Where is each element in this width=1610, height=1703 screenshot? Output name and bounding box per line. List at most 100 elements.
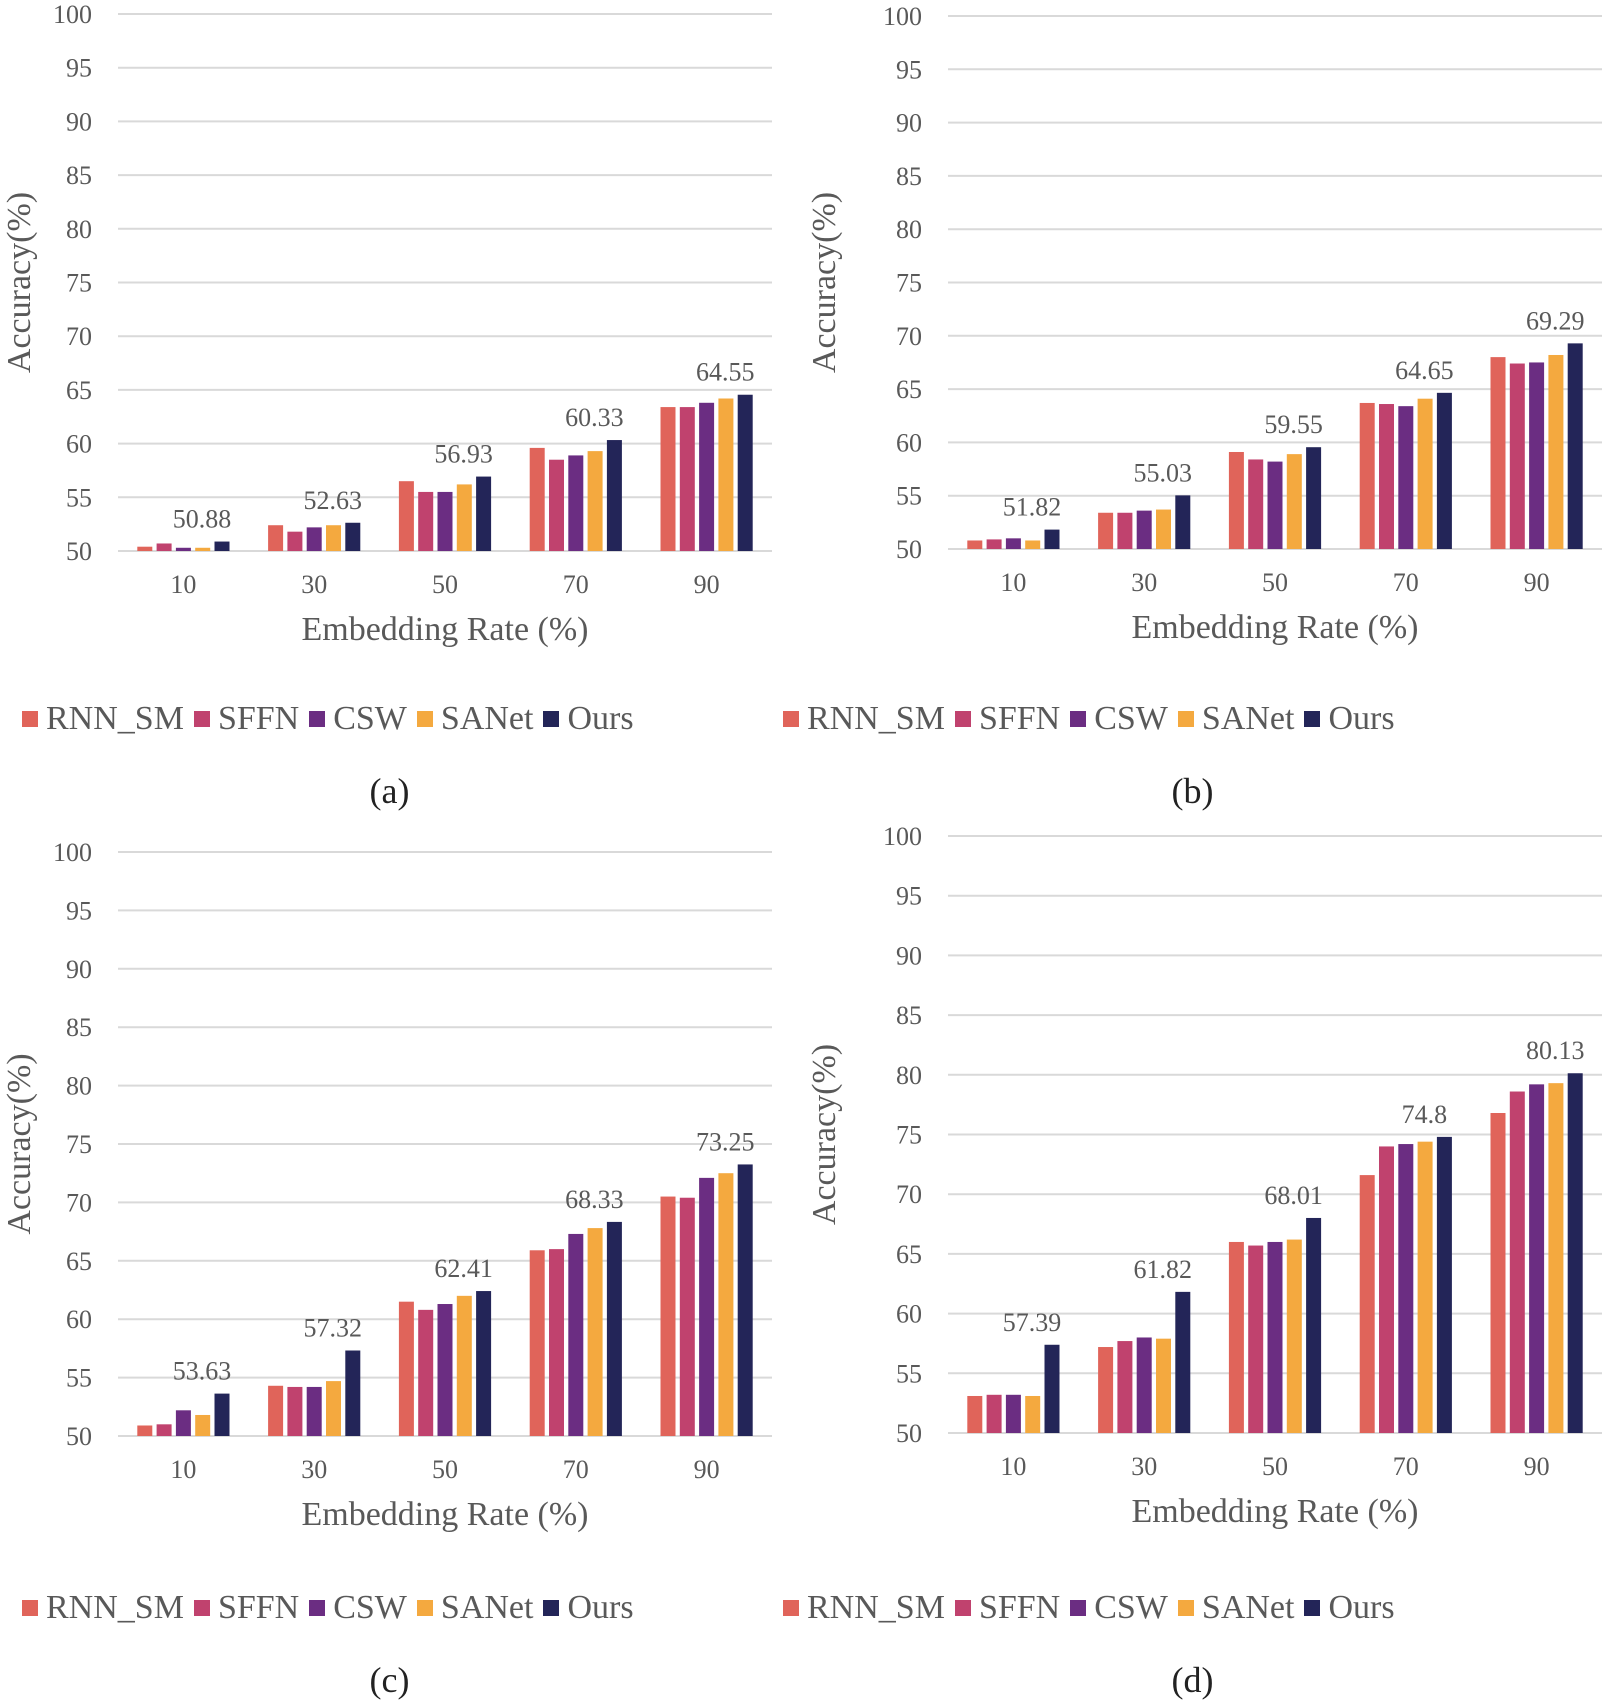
bar-ours-10 xyxy=(1044,529,1060,549)
bar-csw-70 xyxy=(568,455,584,551)
bar-csw-90 xyxy=(1529,362,1545,549)
x-tick-label: 30 xyxy=(301,1455,327,1484)
x-tick-label: 90 xyxy=(1524,568,1550,597)
y-tick-label: 60 xyxy=(66,1305,92,1334)
chart-panel-d: 50 55 60 65 70 75 80 85 90 95 100 57.39 10 61.82 30 68.… xyxy=(783,822,1610,1702)
bar-ours-70 xyxy=(1436,1136,1452,1433)
bar-ours-10 xyxy=(214,1393,230,1436)
legend-label: SFFN xyxy=(217,1589,300,1626)
legend-label: SFFN xyxy=(217,700,300,737)
y-tick-label: 100 xyxy=(53,838,92,867)
legend-item-csw: CSW xyxy=(309,700,407,738)
bar-csw-30 xyxy=(1136,510,1152,549)
bar-ours-30 xyxy=(345,522,361,551)
legend-label: RNN_SM xyxy=(46,1589,184,1626)
bar-sffn-90 xyxy=(679,407,695,551)
x-tick-label: 70 xyxy=(563,1455,589,1484)
bar-sffn-90 xyxy=(679,1197,695,1436)
x-tick-label: 90 xyxy=(694,1455,720,1484)
y-tick-label: 95 xyxy=(66,896,92,925)
y-tick-label: 100 xyxy=(883,2,922,31)
chart-b: 50 55 60 65 70 75 80 85 90 95 100 51.82 10 55.03 30 59.… xyxy=(806,2,1602,646)
legend-item-rnn-sm: RNN_SM xyxy=(22,700,184,738)
bar-sanet-50 xyxy=(1286,454,1302,549)
y-axis-title: Accuracy(%) xyxy=(1,1053,38,1234)
legend-swatch xyxy=(193,711,210,727)
x-tick-label: 50 xyxy=(432,570,458,599)
bar-rnn-sm-90 xyxy=(660,407,676,551)
bar-csw-10 xyxy=(175,547,191,551)
bar-rnn-sm-10 xyxy=(967,1395,983,1433)
data-label: 61.82 xyxy=(1134,1255,1193,1284)
caption-d: (d) xyxy=(1171,1660,1214,1700)
y-tick-label: 85 xyxy=(896,1001,922,1030)
legend-swatch xyxy=(954,1600,971,1616)
bar-rnn-sm-50 xyxy=(1228,1241,1244,1433)
data-label: 64.65 xyxy=(1395,356,1454,385)
bar-rnn-sm-50 xyxy=(1228,451,1244,549)
bar-csw-10 xyxy=(1005,1394,1021,1433)
bar-sffn-70 xyxy=(549,1249,564,1436)
x-tick-label: 90 xyxy=(1524,1452,1550,1481)
bar-ours-90 xyxy=(1567,1073,1583,1433)
legend-swatch xyxy=(416,711,433,727)
legend-item-rnn-sm: RNN_SM xyxy=(783,1589,945,1627)
bar-sanet-10 xyxy=(1025,540,1041,549)
bar-sffn-10 xyxy=(156,1424,172,1436)
y-tick-label: 80 xyxy=(896,215,922,244)
y-axis-title: Accuracy(%) xyxy=(1,192,38,373)
legend-item-rnn-sm: RNN_SM xyxy=(22,1589,184,1627)
y-tick-label: 90 xyxy=(896,941,922,970)
bar-ours-30 xyxy=(1175,495,1191,549)
bar-ours-90 xyxy=(737,394,753,551)
y-tick-label: 75 xyxy=(66,269,92,298)
bar-sanet-70 xyxy=(587,451,603,551)
caption-a: (a) xyxy=(369,771,410,811)
x-tick-label: 50 xyxy=(1262,1452,1288,1481)
legend-item-sffn: SFFN xyxy=(193,700,300,738)
data-label: 62.41 xyxy=(434,1254,493,1283)
legend-d: RNN_SM SFFN CSW SANet Ours xyxy=(783,1589,1395,1627)
legend-swatch xyxy=(309,711,326,727)
bar-sanet-10 xyxy=(1025,1395,1041,1433)
legend-label: SFFN xyxy=(978,700,1061,737)
bar-sffn-90 xyxy=(1509,1091,1525,1433)
legend-swatch xyxy=(22,711,38,727)
bar-csw-50 xyxy=(437,1304,453,1436)
legend-label: CSW xyxy=(333,700,407,737)
y-tick-label: 60 xyxy=(896,428,922,457)
legend-swatch xyxy=(954,711,971,727)
x-tick-label: 30 xyxy=(1131,1452,1157,1481)
x-tick-label: 50 xyxy=(1262,568,1288,597)
y-tick-label: 80 xyxy=(896,1061,922,1090)
legend-swatch xyxy=(1304,1600,1321,1616)
data-label: 52.63 xyxy=(304,486,363,515)
bar-rnn-sm-10 xyxy=(137,1425,153,1436)
bar-sffn-70 xyxy=(1379,404,1394,549)
legend-item-sffn: SFFN xyxy=(954,700,1061,738)
bar-sanet-90 xyxy=(718,1173,734,1436)
bar-sffn-10 xyxy=(986,1394,1002,1433)
legend-label: RNN_SM xyxy=(807,1589,945,1626)
caption-b: (b) xyxy=(1171,771,1214,811)
bar-sanet-50 xyxy=(456,484,472,551)
bar-sanet-90 xyxy=(718,398,734,551)
bar-sanet-10 xyxy=(195,1414,211,1436)
bar-sanet-30 xyxy=(1156,1338,1171,1433)
bar-csw-90 xyxy=(1529,1084,1545,1433)
legend-c: RNN_SM SFFN CSW SANet Ours xyxy=(22,1589,634,1627)
legend-swatch xyxy=(543,711,560,727)
y-tick-label: 50 xyxy=(896,1419,922,1448)
x-tick-label: 10 xyxy=(170,1455,196,1484)
bar-rnn-sm-30 xyxy=(268,525,284,551)
bar-sffn-30 xyxy=(1117,512,1133,549)
data-label: 64.55 xyxy=(696,358,755,387)
bar-sffn-50 xyxy=(418,491,434,551)
y-tick-label: 75 xyxy=(66,1130,92,1159)
y-tick-label: 90 xyxy=(66,955,92,984)
y-tick-label: 85 xyxy=(66,1013,92,1042)
data-label: 68.33 xyxy=(565,1185,624,1214)
bar-sffn-50 xyxy=(1248,459,1264,549)
bar-ours-30 xyxy=(345,1350,361,1436)
x-axis-title: Embedding Rate (%) xyxy=(301,1496,588,1533)
